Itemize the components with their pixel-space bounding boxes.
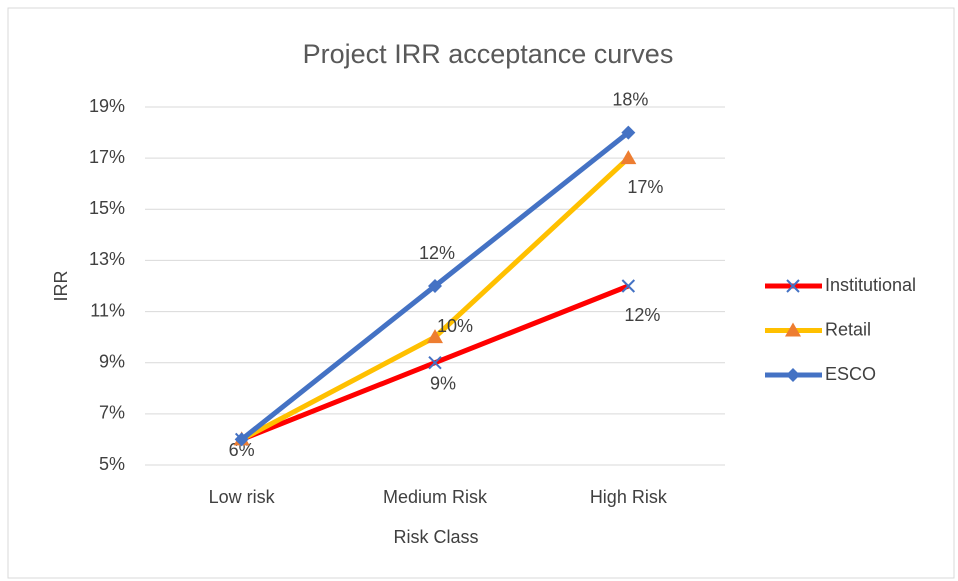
y-tick-label: 19% <box>89 96 125 116</box>
data-point <box>621 279 636 293</box>
data-point <box>621 125 636 140</box>
chart-title: Project IRR acceptance curves <box>303 39 674 69</box>
y-tick-label: 11% <box>90 300 125 320</box>
x-tick-label: High Risk <box>590 487 668 507</box>
y-tick-label: 13% <box>89 249 125 269</box>
legend-label: Institutional <box>825 275 916 295</box>
legend-marker <box>786 279 800 293</box>
data-label: 18% <box>612 89 648 109</box>
legend-marker <box>785 322 801 337</box>
data-label: 17% <box>627 177 663 197</box>
y-tick-label: 15% <box>89 198 125 218</box>
y-tick-label: 5% <box>99 454 125 474</box>
x-tick-label: Low risk <box>209 487 276 507</box>
y-axis-label: IRR <box>51 271 71 302</box>
data-label: 12% <box>419 243 455 263</box>
legend-label: ESCO <box>825 364 876 384</box>
legend-marker <box>786 368 800 382</box>
data-point <box>234 432 249 447</box>
y-tick-label: 17% <box>89 147 125 167</box>
x-tick-label: Medium Risk <box>383 487 488 507</box>
y-tick-label: 7% <box>99 403 125 423</box>
legend-label: Retail <box>825 319 871 339</box>
data-label: 9% <box>430 373 456 393</box>
data-point <box>428 279 442 293</box>
data-point <box>620 150 637 165</box>
y-tick-label: 9% <box>99 351 125 371</box>
data-point <box>428 356 442 370</box>
data-label: 12% <box>624 305 660 325</box>
data-label: 10% <box>437 316 473 336</box>
data-point <box>427 329 443 344</box>
x-axis-label: Risk Class <box>393 527 478 547</box>
